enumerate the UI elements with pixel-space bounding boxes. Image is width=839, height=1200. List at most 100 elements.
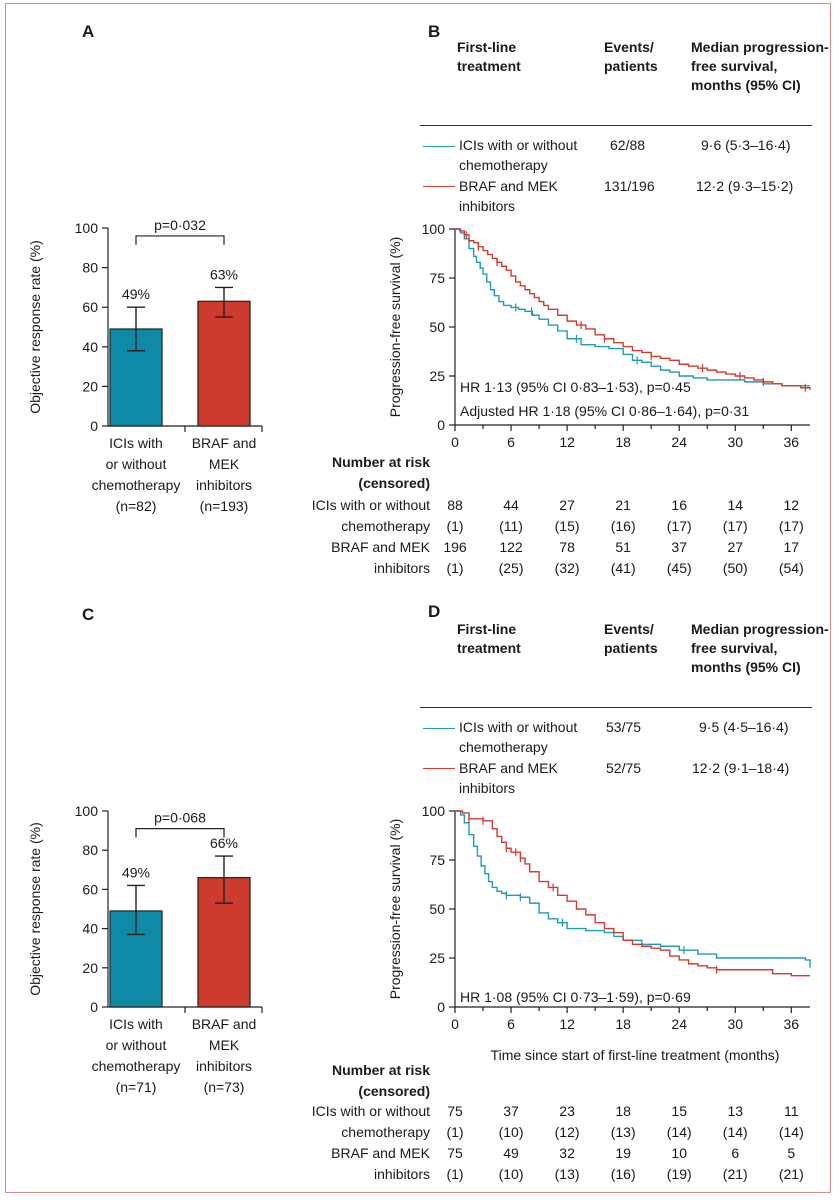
y-tick-label-a: 0 [90,418,98,434]
risk-title-d: Number at risk [331,1062,430,1078]
bar-braf-a [197,300,251,427]
risk-braf-censored-d: (10) [498,1166,524,1182]
x-category-label-a: chemotherapy [92,477,181,493]
y-tick-label-a: 40 [82,339,98,355]
x-category-label-c: (n=73) [204,1079,245,1095]
y-tick-label-d: 25 [429,950,445,966]
x-tick-label-b: 30 [727,434,743,450]
median-ici-d: 9·5 (4·5–16·4) [699,719,789,735]
x-category-label-c: chemotherapy [92,1058,181,1074]
y-tick-label-d: 75 [429,852,445,868]
x-category-label-a: (n=193) [200,498,249,514]
significance-bracket-a [135,235,225,245]
col-header-median-d: Median progression-free survival, months… [691,621,829,675]
risk-ici-count-d: 13 [727,1103,744,1119]
risk-braf-count-d: 6 [731,1145,740,1161]
legend-braf-line2-b: inhibitors [459,198,516,214]
x-tick-label-b: 18 [615,434,631,450]
risk-ici-count-b: 27 [559,497,575,513]
risk-braf-censored-b: (54) [778,560,804,576]
hr-annotation-d: HR 1·08 (95% CI 0·73–1·59), p=0·69 [460,989,691,1005]
col-header-treatment-b: First-line treatment [457,39,521,74]
x-tick-label-b: 12 [559,434,575,450]
x-tick-label-b: 6 [507,434,515,450]
x-category-label-c: (n=71) [116,1079,157,1095]
p-value-label-c: p=0·068 [154,810,206,826]
y-tick-label-c: 20 [82,960,98,976]
events-ici-d: 53/75 [606,719,642,735]
risk-row-braf-label2-b: inhibitors [373,560,430,576]
y-axis-label-d: Progression-free survival (%) [387,819,403,1000]
col-header-events-d: Events/ patients [604,621,658,656]
y-axis-label-a: Objective response rate (%) [27,240,43,414]
risk-title-b: Number at risk [331,454,430,470]
risk-ici-censored-b: (17) [778,518,804,534]
table-rule-b [420,125,812,126]
km-curve-braf-d [455,810,810,977]
value-label-c: 49% [122,864,150,880]
x-tick-label-b: 24 [671,434,687,450]
adjusted-hr-annotation-b: Adjusted HR 1·18 (95% CI 0·86–1·64), p=0… [460,403,750,419]
x-tick-label-d: 24 [671,1016,687,1032]
y-tick-label-b: 25 [429,368,445,384]
events-ici-b: 62/88 [610,137,646,153]
risk-braf-count-b: 78 [559,539,575,555]
median-braf-d: 12·2 (9·1–18·4) [692,760,790,776]
x-category-label-c: BRAF and [192,1016,257,1032]
y-tick-label-a: 60 [82,299,98,315]
risk-subtitle-d: (censored) [358,1083,430,1099]
x-category-label-c: or without [106,1037,167,1053]
risk-braf-count-d: 10 [671,1145,687,1161]
y-tick-label-a: 20 [82,378,98,394]
risk-row-ici-label1-b: ICIs with or without [311,497,430,513]
x-tick-label-b: 36 [784,434,800,450]
col-header-events-b: Events/ patients [604,39,658,74]
risk-braf-censored-d: (13) [554,1166,580,1182]
x-category-label-a: MEK [209,456,240,472]
x-category-label-c: ICIs with [109,1016,163,1032]
risk-ici-censored-b: (11) [499,518,523,534]
risk-braf-censored-b: (50) [722,560,748,576]
risk-ici-censored-d: (10) [498,1124,524,1140]
risk-ici-censored-d: (14) [666,1124,692,1140]
figure-frame [5,3,831,1193]
y-tick-label-c: 60 [82,881,98,897]
km-curve-ici-b [455,228,810,387]
y-tick-label-c: 100 [75,803,99,819]
x-tick-label-d: 0 [451,1016,459,1032]
legend-ici-line2-b: chemotherapy [459,157,548,173]
risk-ici-count-d: 11 [784,1103,799,1119]
risk-ici-censored-b: (17) [666,518,692,534]
y-axis-label-c: Objective response rate (%) [27,822,43,996]
significance-bracket-c [135,828,225,838]
x-category-label-c: MEK [209,1037,240,1053]
risk-braf-censored-b: (25) [498,560,524,576]
risk-braf-censored-b: (45) [666,560,692,576]
risk-braf-censored-d: (21) [778,1166,804,1182]
y-tick-label-d: 100 [422,803,446,819]
risk-braf-count-b: 27 [727,539,744,555]
x-tick-label-d: 12 [559,1016,575,1032]
value-label-a: 63% [210,266,238,282]
x-category-label-a: (n=82) [116,498,157,514]
x-category-label-c: inhibitors [196,1058,252,1074]
legend-braf-line1-b: BRAF and MEK [459,178,558,194]
risk-ici-count-d: 75 [447,1103,463,1119]
legend-line-braf-b [423,186,455,187]
risk-ici-count-b: 14 [727,497,744,513]
risk-ici-censored-b: (1) [446,518,464,534]
legend-ici-line1-d: ICIs with or without [459,719,578,735]
x-category-label-a: BRAF and [192,435,257,451]
risk-braf-censored-b: (1) [446,560,464,576]
risk-ici-count-b: 21 [615,497,631,513]
risk-ici-count-d: 37 [503,1103,519,1119]
median-braf-b: 12·2 (9·3–15·2) [696,178,794,194]
risk-braf-censored-d: (1) [446,1166,464,1182]
risk-row-ici-label2-d: chemotherapy [341,1124,430,1140]
y-tick-label-c: 80 [82,842,98,858]
risk-braf-censored-b: (32) [554,560,580,576]
risk-ici-censored-d: (1) [446,1124,464,1140]
y-tick-label-b: 100 [422,221,446,237]
risk-ici-count-d: 23 [559,1103,575,1119]
